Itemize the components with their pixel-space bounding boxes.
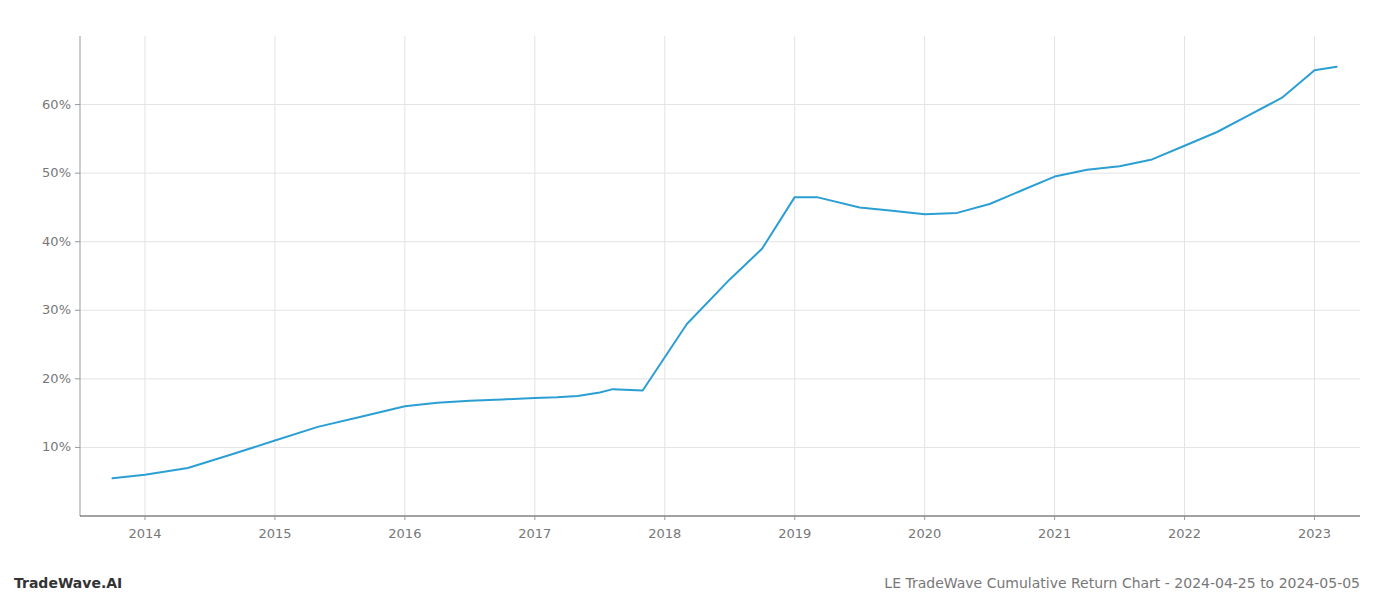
y-grid-line <box>80 447 1360 448</box>
x-grid-line <box>144 36 145 516</box>
x-tick-label: 2020 <box>908 526 941 541</box>
x-tick <box>534 516 535 520</box>
x-tick <box>924 516 925 520</box>
grid <box>80 36 1360 516</box>
chart-container: 10%20%30%40%50%60%2014201520162017201820… <box>0 0 1400 600</box>
x-axis-line <box>80 516 1360 517</box>
x-tick <box>794 516 795 520</box>
y-tick-label: 30% <box>42 302 71 317</box>
y-tick-label: 40% <box>42 234 71 249</box>
chart-title: LE TradeWave Cumulative Return Chart - 2… <box>884 575 1360 591</box>
y-grid-line <box>80 104 1360 105</box>
x-tick-label: 2017 <box>518 526 551 541</box>
y-grid-line <box>80 173 1360 174</box>
x-tick <box>1184 516 1185 520</box>
x-grid-line <box>404 36 405 516</box>
x-tick-label: 2015 <box>258 526 291 541</box>
y-axis: 10% 20% 30% 40% 50% 60% <box>42 97 80 455</box>
x-grid-line <box>1054 36 1055 516</box>
y-tick <box>75 241 80 242</box>
y-tick-label: 20% <box>42 371 71 386</box>
x-grid-line <box>534 36 535 516</box>
x-grid-line <box>924 36 925 516</box>
x-grid-line <box>1184 36 1185 516</box>
y-tick <box>75 447 80 448</box>
x-tick <box>274 516 275 520</box>
x-grid-line <box>274 36 275 516</box>
x-grid-line <box>664 36 665 516</box>
x-tick-label: 2014 <box>128 526 161 541</box>
plot-area <box>112 67 1336 478</box>
x-tick-label: 2022 <box>1168 526 1201 541</box>
watermark: TradeWave.AI <box>14 575 122 591</box>
y-tick-label: 50% <box>42 165 71 180</box>
x-grid-line <box>794 36 795 516</box>
y-grid-line <box>80 241 1360 242</box>
x-tick-label: 2016 <box>388 526 421 541</box>
x-grid-line <box>1314 36 1315 516</box>
x-tick-label: 2021 <box>1038 526 1071 541</box>
x-axis: 2014 2015 2016 2017 2018 2019 2020 2021 2022 2023 <box>128 516 1331 541</box>
y-tick-label: 60% <box>42 97 71 112</box>
x-tick-label: 2023 <box>1298 526 1331 541</box>
y-tick-label: 10% <box>42 439 71 454</box>
y-tick <box>75 378 80 379</box>
x-tick <box>664 516 665 520</box>
y-tick <box>75 104 80 105</box>
chart-svg: 10%20%30%40%50%60%2014201520162017201820… <box>0 0 1400 600</box>
y-tick <box>75 173 80 174</box>
x-tick-label: 2019 <box>778 526 811 541</box>
x-tick <box>1054 516 1055 520</box>
y-axis-line <box>80 36 81 516</box>
x-tick <box>1314 516 1315 520</box>
x-tick-label: 2018 <box>648 526 681 541</box>
y-tick <box>75 310 80 311</box>
y-grid-line <box>80 378 1360 379</box>
x-tick <box>144 516 145 520</box>
y-grid-line <box>80 310 1360 311</box>
return-line <box>112 67 1336 478</box>
x-tick <box>404 516 405 520</box>
